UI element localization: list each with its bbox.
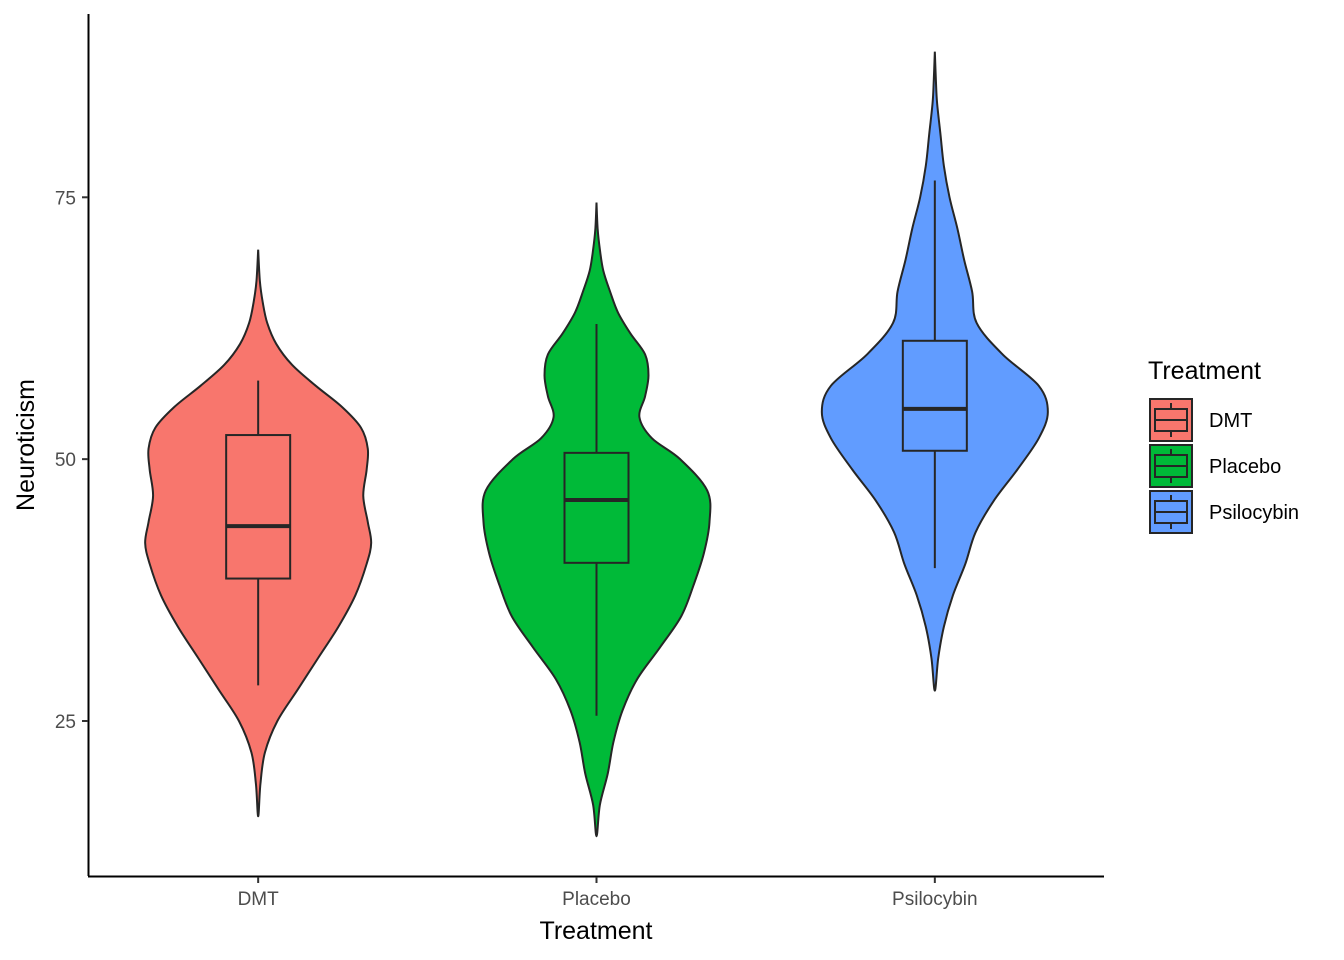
x-tick-label: DMT (238, 889, 280, 910)
legend-item-psilocybin: Psilocybin (1149, 490, 1299, 534)
x-axis-ticks: DMT Placebo Psilocybin (238, 877, 978, 910)
legend-label: Placebo (1209, 456, 1281, 478)
x-tick-label: Placebo (562, 889, 631, 910)
boxplots-layer (225, 180, 968, 716)
legend-label: Psilocybin (1209, 502, 1299, 524)
boxplot-placebo (563, 324, 630, 716)
box (563, 451, 630, 564)
legend-items: DMT Placebo Psilocybin (1149, 398, 1299, 534)
legend: Treatment DMT Placebo Psilocybin (1148, 357, 1299, 534)
x-tick-label: Psilocybin (892, 889, 978, 910)
boxplot-psilocybin (901, 180, 968, 569)
legend-item-placebo: Placebo (1149, 444, 1281, 488)
legend-title: Treatment (1148, 357, 1261, 385)
legend-label: DMT (1209, 410, 1252, 432)
box (225, 434, 292, 580)
y-tick-label: 50 (55, 450, 76, 471)
legend-item-dmt: DMT (1149, 398, 1252, 442)
x-axis-title: Treatment (539, 917, 652, 945)
y-tick-label: 25 (55, 712, 76, 733)
y-axis-ticks: 25 50 75 (55, 188, 88, 733)
plot-panel: 25 50 75 DMT Placebo Psilocybin (55, 14, 1104, 910)
box (901, 339, 968, 452)
y-axis-title: Neuroticism (12, 379, 40, 511)
y-tick-label: 75 (55, 188, 76, 209)
boxplot-dmt (225, 380, 292, 686)
